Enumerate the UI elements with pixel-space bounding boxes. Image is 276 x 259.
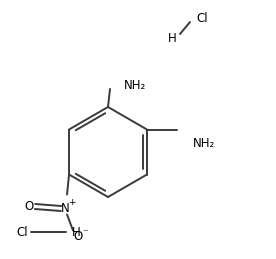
Text: N: N	[61, 202, 69, 215]
Text: O: O	[73, 230, 83, 243]
Text: Cl: Cl	[16, 226, 28, 239]
Text: +: +	[68, 198, 76, 207]
Text: Cl: Cl	[196, 11, 208, 25]
Text: H: H	[168, 32, 177, 45]
Text: NH₂: NH₂	[124, 78, 146, 91]
Text: NH₂: NH₂	[193, 137, 215, 150]
Text: O: O	[24, 200, 34, 213]
Text: H: H	[72, 226, 81, 239]
Text: ⁻: ⁻	[82, 228, 88, 239]
